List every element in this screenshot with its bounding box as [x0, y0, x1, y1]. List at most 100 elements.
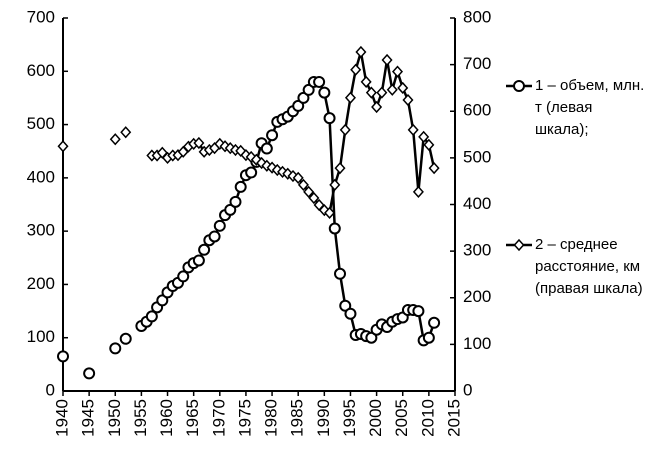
data-point: [323, 112, 336, 125]
x-tick-label: 1945: [79, 399, 98, 437]
x-tick-label: 2005: [392, 399, 411, 437]
data-point: [344, 307, 357, 320]
x-tick-label: 1955: [131, 399, 150, 437]
data-point: [391, 65, 404, 78]
y-tick-label: 500: [27, 114, 55, 133]
data-point: [428, 316, 441, 329]
y-tick-label: 0: [46, 380, 55, 399]
data-point: [177, 270, 190, 283]
data-point: [109, 133, 121, 146]
y2-tick-label: 100: [463, 334, 491, 353]
data-point: [229, 195, 242, 208]
data-point: [303, 185, 315, 199]
y-tick-label: 100: [27, 327, 55, 346]
data-point: [145, 310, 158, 323]
data-point: [355, 45, 367, 59]
x-tick-label: 1995: [340, 399, 359, 437]
data-point: [266, 161, 278, 174]
data-point: [192, 254, 205, 267]
y-tick-label: 600: [27, 61, 55, 80]
data-point: [297, 91, 310, 104]
data-point: [109, 342, 122, 355]
data-point: [245, 150, 257, 164]
y2-tick-label: 600: [463, 101, 491, 120]
x-tick-label: 1960: [157, 399, 176, 437]
y2-tick-label: 800: [463, 7, 491, 26]
legend-marker: [513, 238, 525, 252]
x-tick-label: 2000: [366, 399, 385, 437]
data-point: [418, 130, 430, 144]
data-point: [412, 185, 424, 199]
data-point: [339, 299, 352, 312]
legend-marker: [513, 80, 525, 92]
data-point: [235, 144, 247, 158]
data-point: [365, 331, 378, 344]
data-point: [234, 180, 247, 193]
y2-tick-label: 0: [463, 380, 472, 399]
data-point: [156, 294, 169, 307]
data-point: [83, 367, 96, 380]
data-point: [260, 142, 273, 155]
y-tick-label: 400: [27, 167, 55, 186]
data-point: [313, 75, 326, 88]
data-point: [208, 230, 221, 243]
data-point: [224, 203, 237, 216]
data-point: [334, 267, 347, 280]
data-point: [422, 331, 435, 344]
data-point: [57, 140, 69, 153]
series-line: [151, 51, 436, 215]
data-point: [350, 63, 362, 76]
y2-tick-label: 200: [463, 287, 491, 306]
data-point: [386, 83, 398, 96]
data-point: [329, 178, 341, 192]
data-point: [407, 123, 419, 137]
data-point: [365, 86, 377, 99]
data-point: [250, 153, 262, 166]
data-point: [266, 129, 279, 142]
data-point: [381, 53, 393, 67]
x-tick-label: 1990: [314, 399, 333, 437]
data-point: [302, 83, 315, 96]
data-point: [412, 305, 425, 318]
data-point: [198, 243, 211, 256]
x-tick-label: 1965: [183, 399, 202, 437]
data-point: [423, 138, 435, 151]
data-point: [376, 86, 388, 99]
data-point: [371, 100, 383, 114]
y2-tick-label: 400: [463, 194, 491, 213]
data-point: [119, 332, 132, 345]
x-tick-label: 2015: [444, 399, 463, 437]
data-point: [402, 93, 414, 107]
legend-label: 2 – среднее расстояние, км (правая шкала…: [535, 236, 643, 297]
x-tick-label: 1980: [262, 399, 281, 437]
data-point: [213, 219, 226, 232]
data-point: [297, 178, 309, 192]
data-point: [308, 191, 320, 205]
data-point: [57, 350, 69, 363]
x-tick-label: 1975: [235, 399, 254, 437]
y-tick-label: 300: [27, 221, 55, 240]
data-point: [344, 91, 356, 104]
x-tick-label: 1950: [105, 399, 124, 437]
y-tick-label: 700: [27, 7, 55, 26]
data-point: [339, 123, 351, 137]
data-point: [292, 99, 305, 112]
y-tick-label: 200: [27, 274, 55, 293]
data-point: [292, 171, 304, 185]
y2-tick-label: 300: [463, 241, 491, 260]
data-point: [193, 136, 205, 150]
data-point: [360, 75, 372, 88]
data-point: [397, 81, 409, 95]
data-point: [324, 206, 336, 220]
x-tick-label: 1940: [52, 399, 71, 437]
data-point: [318, 86, 331, 99]
data-point: [334, 162, 346, 175]
data-point: [120, 126, 132, 139]
x-tick-label: 2010: [418, 399, 437, 437]
y2-tick-label: 700: [463, 54, 491, 73]
x-tick-label: 1985: [288, 399, 307, 437]
data-point: [328, 222, 341, 235]
legend-label: 1 – объем, млн. т (левая шкала);: [535, 77, 645, 138]
